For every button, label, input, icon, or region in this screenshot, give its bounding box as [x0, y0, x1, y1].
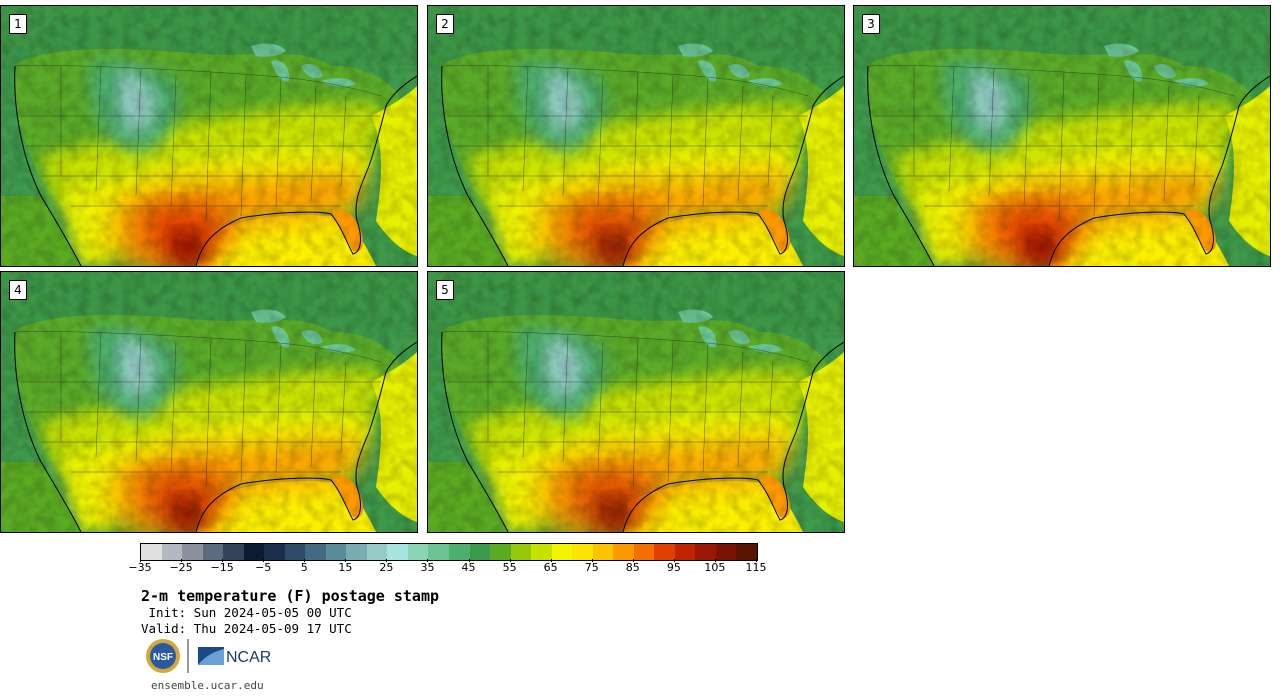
colorbar-tick-mark	[714, 559, 716, 562]
colorbar-tick-label: 35	[420, 561, 435, 574]
site-url: ensemble.ucar.edu	[151, 679, 264, 692]
colorbar-swatch	[695, 544, 716, 560]
colorbar-tick-mark	[140, 559, 141, 562]
panel-number-label: 2	[436, 14, 454, 34]
colorbar-swatch	[243, 544, 265, 560]
colorbar-swatch	[346, 544, 367, 560]
colorbar-tick-label: 95	[666, 561, 681, 574]
init-time: Init: Sun 2024-05-05 00 UTC	[141, 605, 352, 620]
colorbar-swatch	[633, 544, 655, 560]
colorbar-swatch	[182, 544, 203, 560]
colorbar-swatch	[510, 544, 532, 560]
colorbar-swatch	[223, 544, 244, 560]
colorbar-tick-label: 25	[379, 561, 394, 574]
colorbar-tick-label: 15	[338, 561, 353, 574]
colorbar-swatch	[592, 544, 614, 560]
panel-number-label: 4	[9, 280, 27, 300]
panel-number-label: 3	[862, 14, 880, 34]
map-panel-3: 3	[853, 5, 1271, 267]
panel-number-label: 1	[9, 14, 27, 34]
colorbar-tick-label: 115	[745, 561, 767, 574]
colorbar-swatch	[469, 544, 491, 560]
colorbar-swatch	[366, 544, 388, 560]
colorbar-swatch	[531, 544, 552, 560]
colorbar-tick-mark	[427, 559, 429, 562]
colorbar-tick-mark	[304, 559, 306, 562]
colorbar-tick-mark	[181, 559, 183, 562]
map-panel-2: 2	[427, 5, 845, 267]
colorbar-tick-label: 105	[704, 561, 726, 574]
colorbar-tick-label: 55	[502, 561, 517, 574]
colorbar-swatch	[551, 544, 573, 560]
valid-time: Valid: Thu 2024-05-09 17 UTC	[141, 621, 352, 636]
colorbar-tick-mark	[222, 559, 224, 562]
colorbar-swatch	[613, 544, 634, 560]
colorbar-tick-label: 65	[543, 561, 558, 574]
colorbar-tick-mark	[263, 559, 265, 562]
colorbar-swatch	[715, 544, 737, 560]
colorbar-swatch	[264, 544, 285, 560]
colorbar-tick-mark	[468, 559, 470, 562]
colorbar-swatch	[407, 544, 429, 560]
colorbar-tick-mark	[632, 559, 634, 562]
colorbar-tick-mark	[509, 559, 511, 562]
colorbar-swatch	[325, 544, 347, 560]
colorbar-tick-mark	[591, 559, 593, 562]
colorbar-swatch	[654, 544, 675, 560]
colorbar-tick-label: −25	[169, 561, 193, 574]
colorbar-tick-label: 5	[300, 561, 308, 574]
colorbar-swatch	[161, 544, 183, 560]
colorbar-swatch	[141, 544, 162, 560]
colorbar-tick-label: 75	[584, 561, 599, 574]
map-panel-1: 1	[0, 5, 418, 267]
colorbar-swatch	[490, 544, 511, 560]
nsf-logo: NSF	[146, 639, 180, 673]
colorbar-tick-mark	[756, 559, 757, 562]
colorbar-tick-mark	[673, 559, 675, 562]
colorbar-swatch	[448, 544, 470, 560]
colorbar-tick-label: −15	[210, 561, 234, 574]
map-panel-5: 5	[427, 271, 845, 533]
colorbar-swatch	[572, 544, 593, 560]
nsf-logo-text: NSF	[153, 652, 173, 663]
colorbar-tick-label: −35	[128, 561, 152, 574]
colorbar-tick-label: 45	[461, 561, 476, 574]
colorbar-tick-mark	[345, 559, 347, 562]
logos: NSF NCAR	[146, 639, 271, 673]
colorbar-swatch	[387, 544, 408, 560]
panel-number-label: 5	[436, 280, 454, 300]
colorbar-swatch	[736, 544, 757, 560]
colorbar-swatch	[674, 544, 696, 560]
colorbar-swatch	[284, 544, 306, 560]
colorbar-swatch	[305, 544, 326, 560]
colorbar-ticks: −35 −25 −15 −5 5 15 25 35 45 55 65 75 85 95 105 115	[128, 559, 767, 577]
figure-title: 2-m temperature (F) postage stamp	[141, 587, 440, 605]
colorbar-tick-label: 85	[625, 561, 640, 574]
colorbar-tick-label: −5	[255, 561, 272, 574]
colorbar	[140, 543, 758, 561]
colorbar-swatch	[202, 544, 224, 560]
map-panel-4: 4	[0, 271, 418, 533]
colorbar-swatch	[428, 544, 449, 560]
ncar-logo: NCAR	[198, 647, 271, 666]
ncar-logo-text: NCAR	[226, 649, 271, 666]
colorbar-tick-mark	[386, 559, 388, 562]
colorbar-tick-mark	[550, 559, 552, 562]
